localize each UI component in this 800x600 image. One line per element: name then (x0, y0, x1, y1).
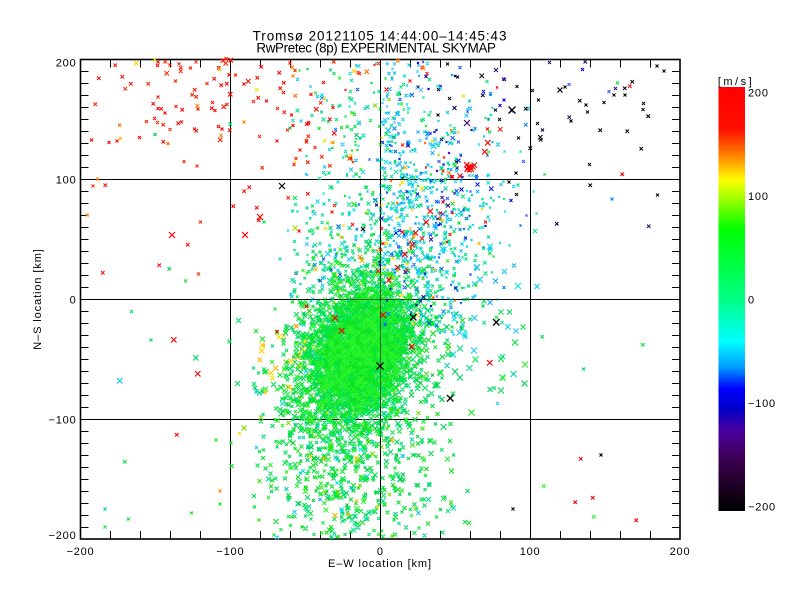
svg-text:−100: −100 (49, 414, 77, 426)
svg-text:−200: −200 (748, 502, 776, 514)
svg-text:−100: −100 (216, 546, 244, 558)
svg-text:0: 0 (748, 295, 755, 307)
svg-text:RwPretec (8p) EXPERIMENTAL SKY: RwPretec (8p) EXPERIMENTAL SKYMAP (256, 41, 496, 56)
svg-text:[m/s]: [m/s] (718, 76, 754, 88)
svg-text:N–S location [km]: N–S location [km] (32, 248, 44, 350)
svg-text:−100: −100 (748, 398, 776, 410)
svg-text:100: 100 (748, 191, 769, 203)
svg-text:100: 100 (56, 175, 77, 187)
svg-text:200: 200 (670, 546, 691, 558)
svg-text:−200: −200 (49, 530, 77, 542)
svg-text:200: 200 (56, 58, 77, 70)
svg-text:200: 200 (748, 88, 769, 100)
svg-text:Tromsø 20121105 14:44:00–14:45: Tromsø 20121105 14:44:00–14:45:43 (253, 29, 508, 44)
svg-text:0: 0 (377, 546, 384, 558)
svg-text:−200: −200 (67, 546, 95, 558)
svg-text:100: 100 (520, 546, 541, 558)
svg-text:0: 0 (70, 295, 77, 307)
svg-text:E–W location [km]: E–W location [km] (328, 558, 432, 570)
